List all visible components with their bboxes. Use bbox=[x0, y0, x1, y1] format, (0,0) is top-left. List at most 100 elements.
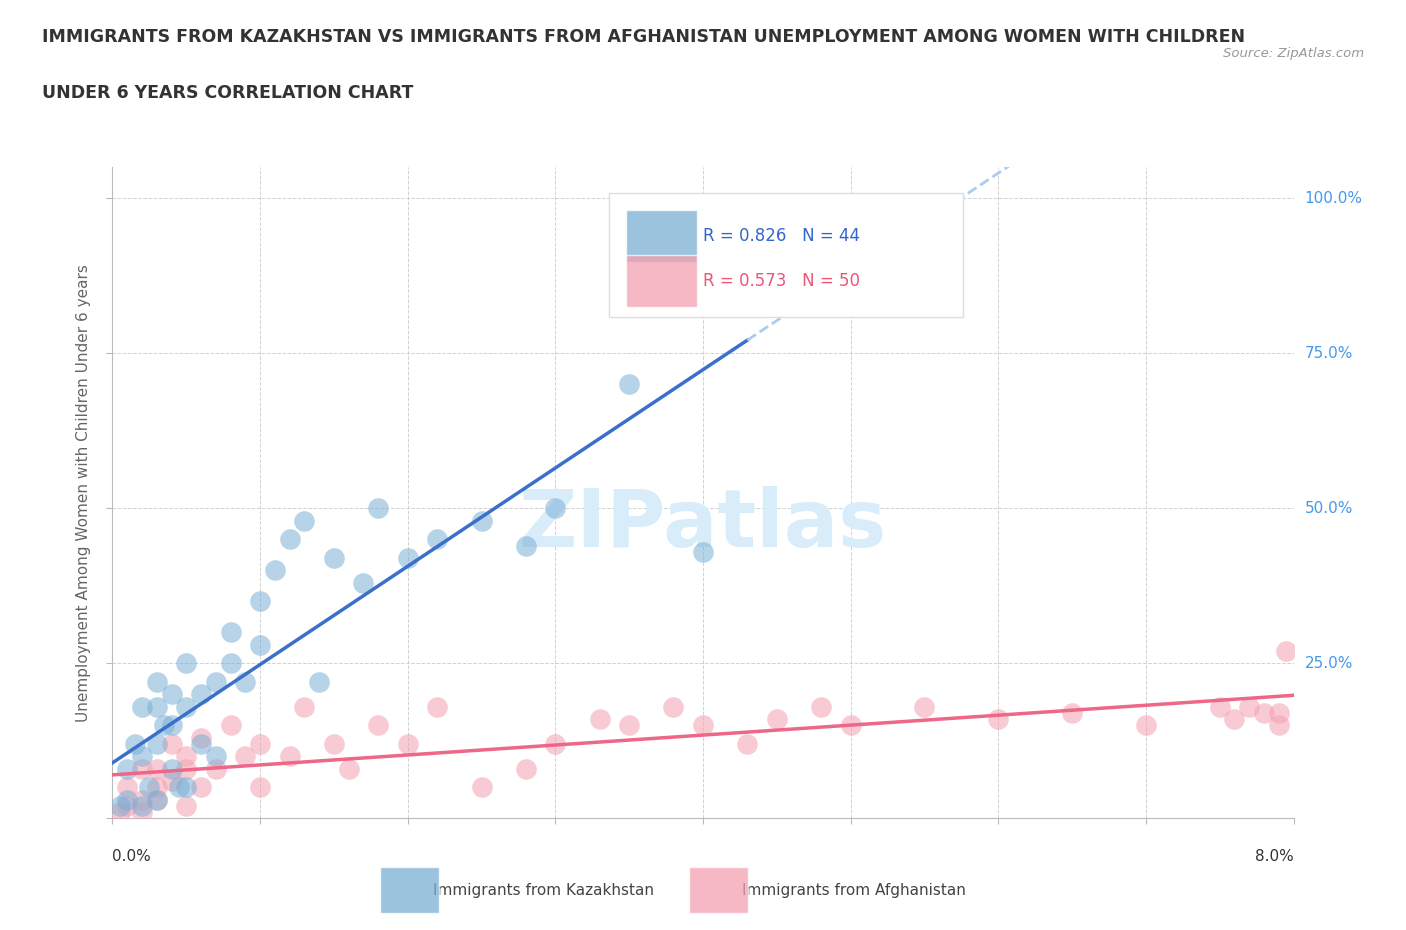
Point bbox=[810, 216, 832, 231]
Point bbox=[174, 656, 197, 671]
Text: Source: ZipAtlas.com: Source: ZipAtlas.com bbox=[1223, 46, 1364, 60]
Y-axis label: Unemployment Among Women with Children Under 6 years: Unemployment Among Women with Children U… bbox=[76, 264, 91, 722]
Point bbox=[1275, 644, 1298, 658]
Point bbox=[190, 780, 212, 795]
Point bbox=[1223, 711, 1246, 726]
Point bbox=[278, 749, 301, 764]
Point bbox=[146, 780, 169, 795]
Point bbox=[292, 699, 315, 714]
Point bbox=[131, 792, 153, 807]
Point bbox=[515, 762, 537, 777]
Point bbox=[153, 718, 176, 733]
Point bbox=[264, 563, 287, 578]
Text: 75.0%: 75.0% bbox=[1305, 346, 1353, 361]
Point bbox=[160, 737, 183, 751]
Point bbox=[108, 804, 131, 819]
Text: ZIPatlas: ZIPatlas bbox=[519, 486, 887, 565]
Point bbox=[588, 711, 610, 726]
Point bbox=[160, 687, 183, 702]
Point bbox=[117, 799, 138, 814]
Point bbox=[174, 699, 197, 714]
Point bbox=[1062, 706, 1084, 721]
Point bbox=[108, 799, 131, 814]
Text: R = 0.826   N = 44: R = 0.826 N = 44 bbox=[703, 227, 860, 245]
Point bbox=[662, 699, 685, 714]
Point bbox=[249, 737, 271, 751]
Point bbox=[174, 799, 197, 814]
Text: 100.0%: 100.0% bbox=[1305, 191, 1362, 206]
Point bbox=[1135, 718, 1157, 733]
Point bbox=[131, 749, 153, 764]
Point bbox=[131, 799, 153, 814]
Point bbox=[278, 532, 301, 547]
Point bbox=[233, 674, 256, 689]
Point bbox=[219, 625, 242, 640]
Point bbox=[131, 804, 153, 819]
Text: UNDER 6 YEARS CORRELATION CHART: UNDER 6 YEARS CORRELATION CHART bbox=[42, 84, 413, 101]
Point bbox=[292, 513, 315, 528]
Point bbox=[426, 532, 449, 547]
Text: R = 0.573   N = 50: R = 0.573 N = 50 bbox=[703, 272, 860, 290]
Point bbox=[1253, 706, 1275, 721]
Point bbox=[190, 737, 212, 751]
Point bbox=[146, 792, 169, 807]
Point bbox=[146, 762, 169, 777]
Point bbox=[219, 656, 242, 671]
Point bbox=[205, 749, 228, 764]
Text: Immigrants from Kazakhstan: Immigrants from Kazakhstan bbox=[433, 883, 654, 897]
Point bbox=[308, 674, 330, 689]
Point bbox=[160, 774, 183, 789]
Point bbox=[249, 637, 271, 652]
Point bbox=[810, 699, 832, 714]
Point bbox=[190, 687, 212, 702]
Point bbox=[131, 699, 153, 714]
Text: IMMIGRANTS FROM KAZAKHSTAN VS IMMIGRANTS FROM AFGHANISTAN UNEMPLOYMENT AMONG WOM: IMMIGRANTS FROM KAZAKHSTAN VS IMMIGRANTS… bbox=[42, 28, 1246, 46]
Point bbox=[174, 749, 197, 764]
Point bbox=[839, 718, 862, 733]
Point bbox=[987, 711, 1010, 726]
Point bbox=[205, 762, 228, 777]
FancyBboxPatch shape bbox=[626, 256, 697, 308]
Point bbox=[619, 377, 641, 392]
FancyBboxPatch shape bbox=[626, 210, 697, 262]
FancyBboxPatch shape bbox=[609, 193, 963, 317]
Point bbox=[515, 538, 537, 553]
Point bbox=[174, 780, 197, 795]
Point bbox=[765, 711, 787, 726]
Point bbox=[146, 737, 169, 751]
Point bbox=[337, 762, 360, 777]
Point bbox=[396, 551, 419, 565]
Point bbox=[146, 792, 169, 807]
Text: 50.0%: 50.0% bbox=[1305, 501, 1353, 516]
Point bbox=[167, 780, 190, 795]
Point bbox=[233, 749, 256, 764]
Point bbox=[249, 780, 271, 795]
Point bbox=[323, 737, 346, 751]
Point bbox=[190, 730, 212, 745]
Point bbox=[737, 737, 759, 751]
Point bbox=[205, 674, 228, 689]
Point bbox=[471, 513, 494, 528]
Point bbox=[146, 674, 169, 689]
Point bbox=[124, 737, 146, 751]
Text: 0.0%: 0.0% bbox=[112, 849, 152, 864]
Point bbox=[160, 762, 183, 777]
Point bbox=[117, 762, 138, 777]
Text: 25.0%: 25.0% bbox=[1305, 656, 1353, 671]
Point bbox=[619, 718, 641, 733]
Point bbox=[396, 737, 419, 751]
Point bbox=[544, 501, 567, 516]
Point bbox=[249, 594, 271, 609]
Point bbox=[174, 762, 197, 777]
Point bbox=[692, 544, 714, 559]
Point bbox=[914, 699, 936, 714]
Point bbox=[1268, 718, 1291, 733]
Point bbox=[1268, 706, 1291, 721]
Point bbox=[692, 718, 714, 733]
Point bbox=[426, 699, 449, 714]
Point bbox=[219, 718, 242, 733]
Point bbox=[1208, 699, 1232, 714]
Point bbox=[131, 762, 153, 777]
Point bbox=[352, 576, 374, 591]
Text: 8.0%: 8.0% bbox=[1254, 849, 1294, 864]
